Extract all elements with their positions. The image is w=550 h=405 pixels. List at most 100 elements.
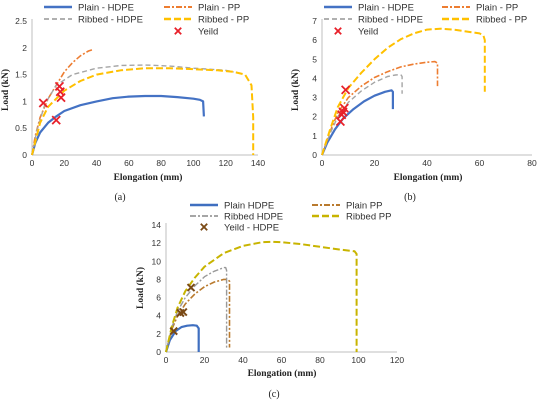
legend-b: Plain - HDPE Plain - PP Ribbed - HDPE Ribbe… — [324, 3, 527, 38]
legend-yield-marker — [200, 223, 208, 231]
x-tick-label: 20 — [60, 158, 70, 168]
x-tick-label: 60 — [124, 158, 134, 168]
yield-marker — [179, 307, 188, 317]
yield-marker — [340, 85, 351, 95]
x-tick-label: 0 — [164, 355, 169, 365]
y-tick-label: 5 — [312, 54, 317, 64]
yield-marker — [51, 115, 61, 125]
legend-yield-marker — [174, 27, 182, 35]
y-tick-label: 4 — [312, 73, 317, 83]
x-axis-label: Elongation (mm) — [114, 172, 183, 183]
legend-label: Ribbed HDPE — [224, 212, 283, 223]
x-tick-label: 20 — [200, 355, 210, 365]
legend-label: Ribbed PP — [346, 212, 391, 223]
legend-item: Plain - HDPE — [324, 3, 414, 14]
y-tick-label: 0.5 — [15, 123, 27, 133]
legend-item: Ribbed - HDPE — [44, 15, 143, 26]
legend-a: Plain - HDPE Plain - PP Ribbed - HDPE Ribbe… — [44, 3, 249, 38]
x-tick-label: 120 — [390, 355, 404, 365]
y-tick-label: 0 — [312, 150, 317, 160]
x-tick-label: 0 — [320, 158, 325, 168]
y-tick-label: 4 — [156, 311, 161, 321]
yield-marker — [186, 283, 196, 292]
legend-item: Yeild - HDPE — [200, 223, 279, 234]
x-tick-label: 80 — [156, 158, 166, 168]
y-tick-label: 6 — [312, 35, 317, 45]
x-tick-label: 0 — [30, 158, 35, 168]
yield-marker — [38, 98, 48, 108]
x-tick-label: 120 — [219, 158, 233, 168]
legend-label: Yeild — [198, 27, 218, 38]
y-tick-label: 0 — [156, 347, 161, 357]
legend-item: Ribbed - PP — [442, 15, 527, 26]
y-tick-label: 12 — [152, 238, 162, 248]
legend-label: Yeild — [358, 27, 378, 38]
yield-marker — [335, 116, 346, 127]
legend-label: Plain HDPE — [224, 201, 274, 212]
legend-item: Plain - HDPE — [44, 3, 134, 14]
legend-label: Yeild - HDPE — [224, 223, 279, 234]
x-axis-label: Elongation (mm) — [394, 172, 463, 183]
series-line-1 — [164, 324, 200, 353]
y-axis-label: Load (kN) — [0, 69, 11, 111]
x-tick-label: 80 — [527, 158, 537, 168]
y-tick-label: 6 — [156, 293, 161, 303]
y-tick-label: 8 — [156, 274, 161, 284]
series-line-1 — [30, 94, 205, 156]
legend-item: Plain PP — [312, 201, 382, 212]
x-tick-label: 80 — [315, 355, 325, 365]
yield-marker — [339, 103, 349, 113]
legend-item: Ribbed PP — [312, 212, 391, 223]
x-tick-label: 40 — [92, 158, 102, 168]
chart-a: 0 20 40 60 80 100 120 140 0 0.5 1 1.5 2 2.5 Elongation… — [0, 3, 265, 204]
series-line-4 — [31, 67, 255, 156]
legend-label: Ribbed - HDPE — [78, 15, 143, 26]
legend-item: Plain - PP — [164, 3, 240, 14]
chart-b: 0 20 40 60 80 0 1 2 3 4 5 6 7 Elongation (mm) Load (kN… — [290, 3, 537, 204]
y-tick-label: 2 — [156, 329, 161, 339]
legend-label: Plain - HDPE — [78, 3, 134, 14]
y-tick-label: 2 — [22, 43, 27, 53]
y-tick-label: 1 — [22, 96, 27, 106]
legend-label: Ribbed - HDPE — [358, 15, 423, 26]
y-tick-label: 7 — [312, 16, 317, 26]
y-tick-label: 2 — [312, 112, 317, 122]
legend-label: Ribbed - PP — [198, 15, 249, 26]
yield-marker — [169, 326, 178, 336]
y-axis-label: Load (kN) — [290, 69, 301, 111]
series-line-3 — [165, 266, 228, 353]
legend-label: Plain - HDPE — [358, 3, 414, 14]
legend-label: Plain - PP — [476, 3, 518, 14]
legend-c: Plain HDPE Plain PP Ribbed HDPE Ribbed PP Ye… — [190, 201, 391, 234]
caption-b: (b) — [404, 192, 416, 203]
series-line-4 — [165, 240, 358, 353]
x-tick-label: 40 — [422, 158, 432, 168]
legend-item: Plain HDPE — [190, 201, 274, 212]
caption-c: (c) — [268, 389, 279, 400]
legend-label: Ribbed - PP — [476, 15, 527, 26]
x-tick-label: 40 — [238, 355, 248, 365]
legend-label: Plain - PP — [198, 3, 240, 14]
legend-item: Yeild — [174, 27, 218, 38]
series-line-2 — [321, 60, 439, 156]
y-tick-label: 1.5 — [15, 70, 27, 80]
legend-item: Ribbed HDPE — [190, 212, 283, 223]
legend-label: Plain PP — [346, 201, 382, 212]
chart-c: 0 20 40 60 80 100 120 0 2 4 6 8 10 12 14 Elongation (mm… — [135, 201, 404, 401]
x-tick-label: 100 — [186, 158, 200, 168]
y-axis-label: Load (kN) — [135, 267, 146, 309]
x-tick-label: 60 — [475, 158, 485, 168]
y-tick-label: 14 — [152, 220, 162, 230]
y-tick-label: 1 — [312, 131, 317, 141]
series-line-4 — [321, 27, 486, 156]
x-tick-label: 140 — [251, 158, 265, 168]
x-tick-label: 100 — [351, 355, 365, 365]
legend-item: Ribbed - PP — [164, 15, 249, 26]
series-line-1 — [320, 89, 394, 156]
series-line-2 — [31, 48, 94, 156]
series-line-2 — [165, 278, 231, 353]
legend-yield-marker — [334, 27, 342, 35]
x-tick-label: 60 — [277, 355, 287, 365]
legend-item: Ribbed - HDPE — [324, 15, 423, 26]
